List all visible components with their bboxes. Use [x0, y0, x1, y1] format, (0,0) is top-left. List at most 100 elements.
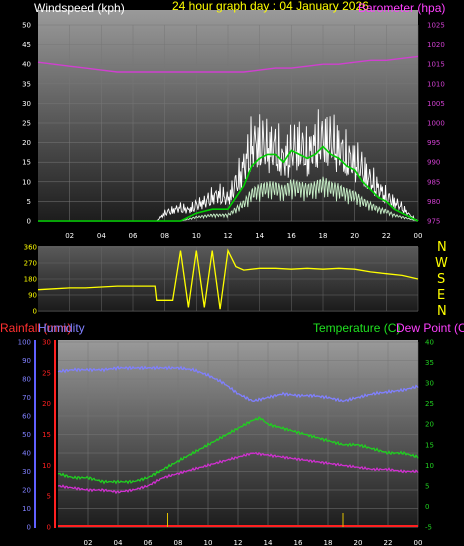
wind-y-tick: 15 [22, 159, 31, 167]
temperature-title: Temperature (C) [313, 321, 400, 335]
direction-y-tick: 180 [24, 276, 37, 284]
windspeed-title: Windspeed (kph) [34, 1, 125, 15]
dewpoint-title: Dew Point (C) [396, 321, 464, 335]
wind-x-tick: 02 [65, 232, 74, 240]
direction-y-tick: 90 [28, 292, 37, 300]
compass-s: S [437, 272, 445, 287]
humidity-y-tick: 60 [22, 413, 31, 421]
dewpoint-series [58, 451, 419, 495]
graph-title: 24 hour graph day : 04 January 2026 [172, 0, 369, 13]
temperature-y-tick: -5 [425, 524, 432, 532]
temperature-y-tick: 10 [425, 462, 434, 470]
wind-y-tick: 25 [22, 120, 31, 128]
barometer-y-tick: 1000 [427, 120, 445, 128]
temperature-x-tick: 22 [384, 539, 393, 546]
temperature-y-tick: 0 [425, 503, 429, 511]
wind-y-tick: 30 [22, 100, 31, 108]
direction-y-tick: 360 [24, 244, 37, 252]
rainfall-title: Rainfall (mm) [0, 321, 71, 335]
humidity-y-tick: 70 [22, 394, 31, 402]
barometer-y-tick: 990 [427, 159, 440, 167]
barometer-y-tick: 985 [427, 178, 440, 186]
compass-n-bottom: N [437, 304, 447, 319]
rainfall-y-tick: 5 [47, 493, 51, 501]
temperature-y-tick: 15 [425, 441, 434, 449]
humidity-y-tick: 80 [22, 376, 31, 384]
wind-y-tick: 50 [22, 22, 31, 30]
barometer-y-tick: 1015 [427, 61, 445, 69]
wind-x-tick: 14 [255, 232, 264, 240]
wind-x-tick: 16 [287, 232, 296, 240]
wind-x-tick: 20 [350, 232, 359, 240]
wind-y-tick: 45 [22, 41, 31, 49]
wind-grid [38, 24, 419, 222]
barometer-series [37, 55, 419, 73]
humidity-series [57, 365, 419, 403]
wind-x-tick: 18 [319, 232, 328, 240]
wind-y-tick: 35 [22, 80, 31, 88]
wind-x-tick: 00 [414, 232, 423, 240]
direction-y-tick: 270 [24, 260, 37, 268]
humidity-y-tick: 0 [27, 524, 31, 532]
wind-y-tick: 0 [27, 218, 31, 226]
barometer-y-tick: 980 [427, 198, 440, 206]
barometer-y-tick: 1005 [427, 100, 445, 108]
series-marks [37, 55, 419, 527]
temperature-series [57, 416, 419, 485]
temperature-x-tick: 04 [114, 539, 123, 546]
humidity-y-tick: 40 [22, 450, 31, 458]
wind-x-tick: 12 [224, 232, 233, 240]
tick-labels: 02 04 06 08 10 12 14 16 18 20 22 000510152025303540… [18, 22, 445, 546]
temperature-x-tick: 10 [204, 539, 213, 546]
wind-y-tick: 10 [22, 178, 31, 186]
humidity-y-tick: 30 [22, 468, 31, 476]
wind-x-tick: 22 [382, 232, 391, 240]
humidity-y-tick: 50 [22, 431, 31, 439]
temperature-x-tick: 12 [234, 539, 243, 546]
rainfall-y-tick: 10 [42, 462, 51, 470]
wind-y-tick: 20 [22, 139, 31, 147]
compass-e: E [437, 288, 445, 303]
barometer-y-tick: 1020 [427, 41, 445, 49]
temperature-x-tick: 14 [264, 539, 273, 546]
barometer-y-tick: 995 [427, 139, 440, 147]
rainfall-y-tick: 0 [47, 524, 51, 532]
wind-x-tick: 10 [192, 232, 201, 240]
barometer-y-tick: 975 [427, 218, 440, 226]
barometer-title: Barometer (hpa) [358, 1, 445, 15]
wind-average-series [38, 145, 419, 222]
rainfall-y-tick: 30 [42, 339, 51, 347]
humidity-y-tick: 20 [22, 487, 31, 495]
compass-w: W [435, 256, 448, 271]
temperature-x-tick: 06 [144, 539, 153, 546]
wind-y-tick: 40 [22, 61, 31, 69]
temperature-x-tick: 02 [84, 539, 93, 546]
wind-y-tick: 5 [27, 198, 31, 206]
temperature-y-tick: 30 [425, 380, 434, 388]
compass-n-top: N [437, 240, 447, 255]
wind-x-tick: 06 [129, 232, 138, 240]
temperature-x-tick: 20 [354, 539, 363, 546]
direction-y-tick: 0 [33, 308, 37, 316]
wind-direction-series [37, 248, 419, 310]
barometer-y-tick: 1010 [427, 80, 445, 88]
humidity-y-tick: 10 [22, 505, 31, 513]
temperature-x-tick: 08 [174, 539, 183, 546]
temperature-y-tick: 5 [425, 482, 429, 490]
rainfall-y-tick: 15 [42, 431, 51, 439]
temperature-x-tick: 18 [324, 539, 333, 546]
rainfall-y-tick: 20 [42, 400, 51, 408]
temperature-x-tick: 00 [414, 539, 423, 546]
temperature-x-tick: 16 [294, 539, 303, 546]
humidity-y-tick: 90 [22, 357, 31, 365]
wind-x-tick: 08 [160, 232, 169, 240]
temperature-y-tick: 20 [425, 421, 434, 429]
wind-x-tick: 04 [97, 232, 106, 240]
rainfall-y-tick: 25 [42, 369, 51, 377]
humidity-y-tick: 100 [18, 339, 31, 347]
barometer-y-tick: 1025 [427, 22, 445, 30]
temperature-y-tick: 40 [425, 339, 434, 347]
humidity-title: Humidity [38, 321, 85, 335]
temperature-y-tick: 25 [425, 400, 434, 408]
